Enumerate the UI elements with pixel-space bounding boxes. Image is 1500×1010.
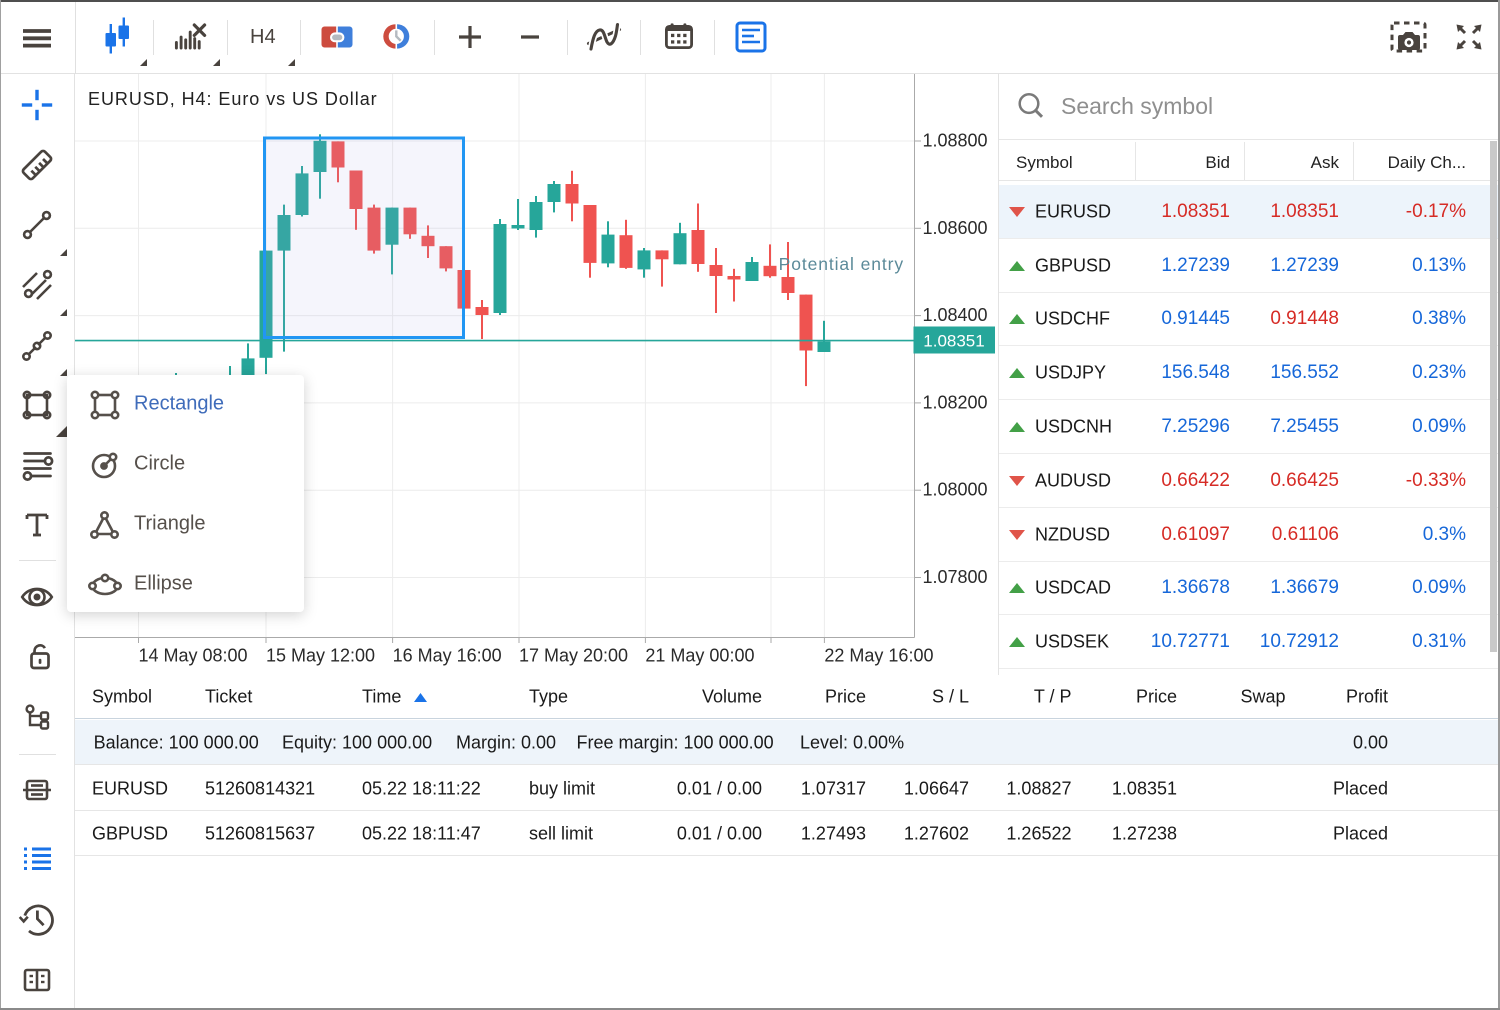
svg-text:14 May 08:00: 14 May 08:00 <box>139 646 248 666</box>
svg-text:Potential entry: Potential entry <box>779 254 904 274</box>
svg-text:1.08600: 1.08600 <box>923 218 988 238</box>
svg-text:22 May 16:00: 22 May 16:00 <box>824 646 933 666</box>
svg-text:1.08000: 1.08000 <box>923 480 988 500</box>
svg-text:17 May 20:00: 17 May 20:00 <box>519 646 628 666</box>
svg-text:1.08351: 1.08351 <box>923 332 984 351</box>
svg-text:15 May 12:00: 15 May 12:00 <box>266 646 375 666</box>
svg-text:1.08800: 1.08800 <box>923 131 988 151</box>
svg-text:16 May 16:00: 16 May 16:00 <box>393 646 502 666</box>
svg-text:1.08200: 1.08200 <box>923 392 988 412</box>
svg-text:1.08400: 1.08400 <box>923 305 988 325</box>
svg-text:1.07800: 1.07800 <box>923 567 988 587</box>
svg-text:21 May 00:00: 21 May 00:00 <box>645 646 754 666</box>
svg-text:EURUSD, H4: Euro vs US Dollar: EURUSD, H4: Euro vs US Dollar <box>88 89 378 109</box>
